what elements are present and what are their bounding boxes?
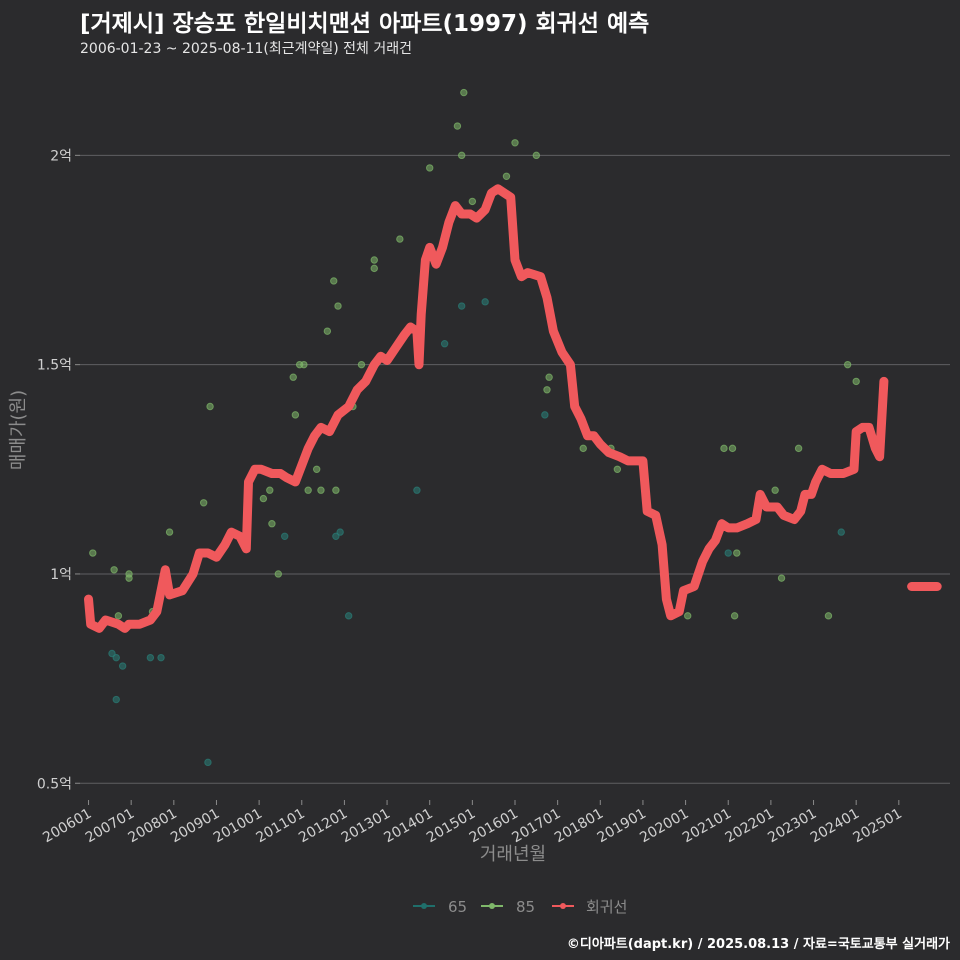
legend-label-regression: 회귀선 xyxy=(586,898,627,916)
point-85 xyxy=(370,256,378,264)
point-85 xyxy=(843,360,852,369)
legend-item-85: 85 xyxy=(481,898,535,916)
point-65 xyxy=(332,532,340,540)
y-tick-labels: 0.5억 1억 1.5억 2억 xyxy=(37,148,72,792)
point-65 xyxy=(481,298,489,306)
legend-item-65: 65 xyxy=(413,898,467,916)
point-65 xyxy=(541,411,549,419)
point-65 xyxy=(837,528,845,536)
grid-layer xyxy=(75,154,950,784)
point-85 xyxy=(266,486,274,494)
point-85 xyxy=(291,411,300,419)
point-85 xyxy=(289,373,297,381)
point-85 xyxy=(794,444,803,453)
source-footer: ©디아파트(dapt.kr) / 2025.08.13 / 자료=국토교통부 실… xyxy=(566,937,950,952)
point-85 xyxy=(89,549,97,557)
point-85 xyxy=(460,88,468,97)
y-tick-label: 1억 xyxy=(50,567,72,583)
point-85 xyxy=(370,264,378,273)
point-65 xyxy=(724,549,732,557)
point-85 xyxy=(357,360,366,369)
point-65 xyxy=(457,302,466,310)
point-85 xyxy=(274,570,283,578)
point-65 xyxy=(413,486,421,494)
scatter-points xyxy=(89,88,860,767)
point-85 xyxy=(545,373,553,381)
point-85 xyxy=(532,151,541,160)
chart-subtitle: 2006-01-23 ~ 2025-08-11(최근계약일) 전체 거래건 xyxy=(80,41,412,57)
point-85 xyxy=(323,327,332,335)
legend-dot-85 xyxy=(489,903,495,909)
point-85 xyxy=(426,164,434,172)
point-85 xyxy=(453,122,462,130)
point-85 xyxy=(300,360,308,369)
point-85 xyxy=(684,612,692,620)
point-65 xyxy=(336,528,344,536)
y-axis-title: 매매가(원) xyxy=(8,390,29,470)
point-85 xyxy=(125,574,133,582)
point-85 xyxy=(330,277,338,285)
point-65 xyxy=(344,612,353,620)
chart-title: [거제시] 장승포 한일비치맨션 아파트(1997) 회귀선 예측 xyxy=(80,11,650,37)
point-85 xyxy=(613,465,622,474)
point-65 xyxy=(118,662,127,670)
legend-dot-65 xyxy=(421,903,427,909)
point-85 xyxy=(777,574,786,582)
y-tick-label: 1.5억 xyxy=(37,358,72,374)
point-85 xyxy=(543,386,551,394)
point-85 xyxy=(332,486,340,494)
point-65 xyxy=(108,649,116,658)
point-85 xyxy=(206,402,214,411)
legend-label-85: 85 xyxy=(516,898,535,916)
point-65 xyxy=(281,532,289,540)
x-tick-label: 202501 xyxy=(851,806,905,847)
point-85 xyxy=(396,235,404,243)
point-85 xyxy=(268,520,276,528)
point-65 xyxy=(440,340,449,348)
point-85 xyxy=(771,486,779,494)
point-85 xyxy=(733,549,741,557)
x-axis-title: 거래년월 xyxy=(480,844,546,865)
y-tick-label: 2억 xyxy=(50,148,72,164)
point-85 xyxy=(312,465,321,474)
point-85 xyxy=(579,444,587,453)
point-65 xyxy=(204,758,212,767)
point-85 xyxy=(304,486,312,494)
point-65 xyxy=(112,695,120,704)
point-85 xyxy=(730,612,739,620)
x-tick-labels: 2006012007012008012009012010012011012012… xyxy=(40,800,905,846)
y-tick-label: 0.5억 xyxy=(37,776,72,792)
point-85 xyxy=(728,444,737,453)
regression-line-segment-0 xyxy=(84,184,889,633)
point-85 xyxy=(199,499,208,507)
point-85 xyxy=(259,494,268,503)
point-85 xyxy=(468,197,477,206)
point-85 xyxy=(114,612,123,620)
point-85 xyxy=(165,528,174,536)
point-85 xyxy=(334,302,342,310)
legend-label-65: 65 xyxy=(448,898,467,916)
legend: 65 85 회귀선 xyxy=(413,898,627,916)
point-65 xyxy=(112,653,120,662)
point-85 xyxy=(317,486,325,494)
point-65 xyxy=(157,653,165,662)
point-85 xyxy=(457,151,466,160)
point-85 xyxy=(852,377,860,386)
point-85 xyxy=(502,172,511,180)
point-65 xyxy=(146,653,155,662)
point-85 xyxy=(824,612,833,620)
point-85 xyxy=(511,139,519,147)
legend-dot-regression xyxy=(560,903,566,909)
legend-item-regression: 회귀선 xyxy=(552,898,627,916)
regression-line-layer xyxy=(84,184,942,633)
point-85 xyxy=(720,444,728,453)
point-85 xyxy=(110,566,118,574)
